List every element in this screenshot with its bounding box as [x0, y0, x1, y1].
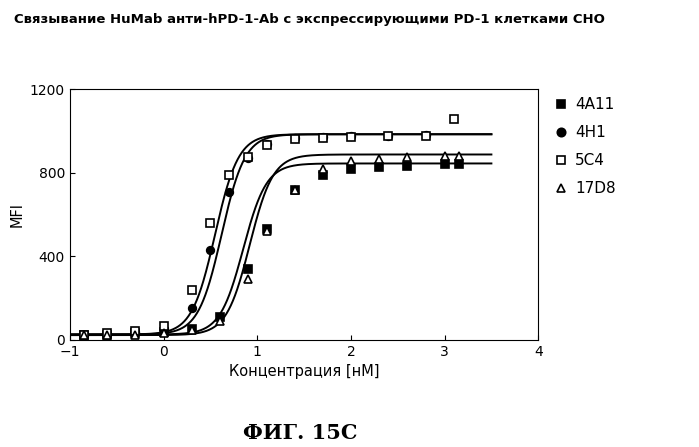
4H1	[347, 134, 355, 139]
17D8	[159, 331, 168, 336]
4A11	[403, 163, 411, 168]
4A11	[347, 166, 355, 171]
4H1	[206, 247, 215, 253]
17D8	[262, 228, 271, 234]
17D8	[375, 156, 383, 161]
17D8	[347, 159, 355, 164]
4H1	[319, 135, 327, 140]
5C4	[187, 287, 196, 292]
4A11	[215, 314, 224, 320]
5C4	[131, 329, 140, 334]
17D8	[244, 277, 252, 282]
5C4	[159, 324, 168, 329]
17D8	[291, 187, 299, 192]
Line: 17D8: 17D8	[80, 152, 463, 339]
17D8	[131, 332, 140, 337]
4H1	[187, 306, 196, 311]
17D8	[454, 153, 463, 158]
Y-axis label: MFI: MFI	[9, 202, 24, 227]
5C4	[421, 133, 430, 139]
17D8	[187, 328, 196, 333]
5C4	[384, 134, 393, 139]
4H1	[244, 156, 252, 161]
5C4	[80, 332, 88, 337]
17D8	[403, 155, 411, 160]
4H1	[80, 332, 88, 337]
4A11	[375, 164, 383, 169]
4H1	[159, 327, 168, 332]
4H1	[384, 133, 393, 139]
4A11	[103, 332, 112, 337]
5C4	[449, 116, 458, 121]
4A11	[187, 327, 196, 332]
4A11	[244, 266, 252, 271]
4A11	[262, 227, 271, 232]
4H1	[225, 189, 233, 194]
Line: 4A11: 4A11	[80, 160, 463, 338]
5C4	[225, 172, 233, 177]
17D8	[319, 166, 327, 171]
Line: 4H1: 4H1	[80, 131, 430, 338]
4A11	[159, 330, 168, 335]
4H1	[131, 330, 140, 335]
4A11	[454, 161, 463, 167]
Legend: 4A11, 4H1, 5C4, 17D8: 4A11, 4H1, 5C4, 17D8	[555, 97, 616, 196]
5C4	[244, 155, 252, 160]
4H1	[103, 331, 112, 337]
4A11	[291, 187, 299, 192]
4H1	[291, 136, 299, 141]
5C4	[319, 135, 327, 140]
4H1	[421, 133, 430, 138]
5C4	[206, 220, 215, 226]
Text: ФИГ. 15С: ФИГ. 15С	[243, 422, 358, 443]
5C4	[103, 331, 112, 336]
4A11	[131, 331, 140, 336]
17D8	[80, 333, 88, 338]
4A11	[440, 162, 449, 167]
5C4	[291, 137, 299, 142]
4A11	[319, 172, 327, 177]
X-axis label: Концентрация [нМ]: Концентрация [нМ]	[229, 364, 380, 379]
5C4	[347, 134, 355, 139]
Text: Связывание HuMab анти-hPD-1-Ab с экспрессирующими PD-1 клетками CHO: Связывание HuMab анти-hPD-1-Ab с экспрес…	[14, 13, 605, 26]
4A11	[80, 332, 88, 337]
17D8	[215, 318, 224, 324]
4H1	[262, 141, 271, 146]
17D8	[440, 153, 449, 159]
17D8	[103, 333, 112, 338]
Line: 5C4: 5C4	[80, 115, 458, 338]
5C4	[262, 142, 271, 148]
